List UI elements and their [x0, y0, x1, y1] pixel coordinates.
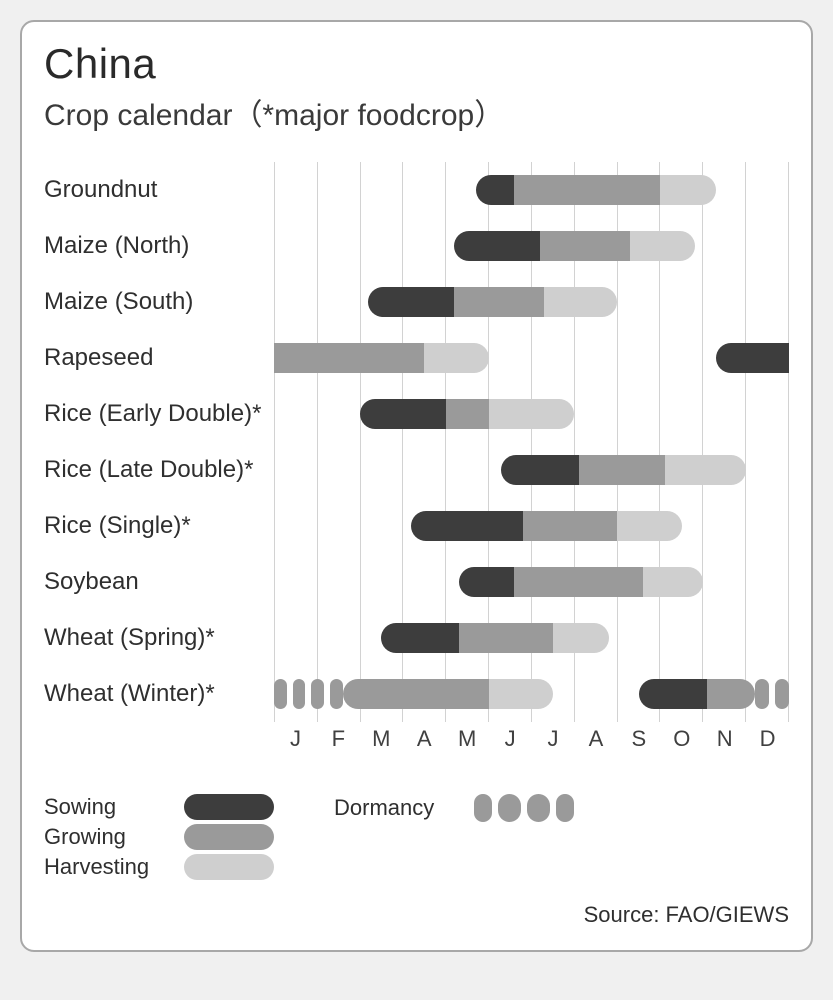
growing-segment: [514, 567, 643, 597]
growing-segment: [454, 287, 544, 317]
sowing-segment: [360, 399, 446, 429]
sowing-segment: [368, 287, 454, 317]
crop-row: Rapeseed: [44, 330, 789, 386]
swatch-sowing: [184, 794, 274, 820]
chart-area: Groundnut Maize (North) Maize (South) Rapes…: [44, 162, 789, 752]
month-label: D: [746, 726, 789, 752]
harvesting-segment: [489, 679, 553, 709]
card-subtitle: Crop calendar（*major foodcrop）: [44, 90, 789, 134]
crop-label: Rice (Late Double)*: [44, 456, 274, 484]
month-label: J: [532, 726, 575, 752]
sowing-segment: [716, 343, 789, 373]
legend-label-harvesting: Harvesting: [44, 854, 164, 880]
crop-row: Rice (Late Double)*: [44, 442, 789, 498]
growing-segment: [274, 343, 424, 373]
month-label: A: [403, 726, 446, 752]
grid-wrap: Groundnut Maize (North) Maize (South) Rapes…: [44, 162, 789, 752]
harvesting-segment: [553, 623, 609, 653]
legend-label-sowing: Sowing: [44, 794, 164, 820]
sowing-segment: [411, 511, 523, 541]
legend-item-sowing: Sowing: [44, 794, 274, 820]
month-label: S: [617, 726, 660, 752]
month-axis: JFMAMJJASOND: [274, 726, 789, 752]
crop-row: Groundnut: [44, 162, 789, 218]
swatch-harvesting: [184, 854, 274, 880]
crop-label: Rapeseed: [44, 344, 274, 372]
legend-dormancy-col: Dormancy: [334, 790, 574, 826]
crop-track: [274, 567, 789, 597]
legend-item-harvesting: Harvesting: [44, 854, 274, 880]
growing-segment: [540, 231, 630, 261]
sowing-segment: [639, 679, 708, 709]
swatch-dormancy: [474, 794, 574, 822]
legend-phases: Sowing Growing Harvesting: [44, 790, 274, 884]
crop-label: Wheat (Spring)*: [44, 624, 274, 652]
sowing-segment: [476, 175, 515, 205]
harvesting-segment: [617, 511, 681, 541]
crop-track: [274, 399, 789, 429]
month-label: J: [274, 726, 317, 752]
swatch-growing: [184, 824, 274, 850]
harvesting-segment: [424, 343, 488, 373]
crop-track: [274, 231, 789, 261]
legend-item-growing: Growing: [44, 824, 274, 850]
month-label: M: [360, 726, 403, 752]
crop-row: Rice (Early Double)*: [44, 386, 789, 442]
crop-row: Wheat (Spring)*: [44, 610, 789, 666]
crop-label: Maize (North): [44, 232, 274, 260]
harvesting-segment: [630, 231, 694, 261]
crop-track: [274, 455, 789, 485]
crop-calendar-card: China Crop calendar（*major foodcrop） Gro…: [20, 20, 813, 952]
crop-track: [274, 511, 789, 541]
crop-label: Soybean: [44, 568, 274, 596]
legend-label-dormancy: Dormancy: [334, 795, 454, 821]
crop-label: Maize (South): [44, 288, 274, 316]
harvesting-segment: [643, 567, 703, 597]
harvesting-segment: [665, 455, 747, 485]
rows-container: Groundnut Maize (North) Maize (South) Rapes…: [44, 162, 789, 722]
crop-track: [274, 287, 789, 317]
source-text: Source: FAO/GIEWS: [44, 902, 789, 928]
crop-label: Wheat (Winter)*: [44, 680, 274, 708]
growing-segment: [459, 623, 553, 653]
sowing-segment: [459, 567, 515, 597]
crop-row: Maize (South): [44, 274, 789, 330]
crop-label: Rice (Single)*: [44, 512, 274, 540]
growing-segment: [446, 399, 489, 429]
dormancy-segment: [755, 679, 789, 709]
sowing-segment: [501, 455, 578, 485]
growing-segment: [343, 679, 489, 709]
legend: Sowing Growing Harvesting Dormancy: [44, 790, 789, 884]
growing-segment: [514, 175, 660, 205]
crop-row: Maize (North): [44, 218, 789, 274]
month-label: N: [703, 726, 746, 752]
crop-label: Groundnut: [44, 176, 274, 204]
crop-track: [274, 343, 789, 373]
month-label: M: [446, 726, 489, 752]
harvesting-segment: [489, 399, 575, 429]
legend-item-dormancy: Dormancy: [334, 794, 574, 822]
growing-segment: [579, 455, 665, 485]
crop-track: [274, 623, 789, 653]
crop-row: Rice (Single)*: [44, 498, 789, 554]
month-label: F: [317, 726, 360, 752]
crop-label: Rice (Early Double)*: [44, 400, 274, 428]
sowing-segment: [381, 623, 458, 653]
legend-label-growing: Growing: [44, 824, 164, 850]
sowing-segment: [454, 231, 540, 261]
crop-row: Soybean: [44, 554, 789, 610]
card-title: China: [44, 40, 789, 88]
crop-track: [274, 175, 789, 205]
month-label: A: [574, 726, 617, 752]
growing-segment: [523, 511, 617, 541]
month-label: J: [489, 726, 532, 752]
growing-segment: [707, 679, 754, 709]
harvesting-segment: [660, 175, 716, 205]
crop-track: [274, 679, 789, 709]
crop-row: Wheat (Winter)*: [44, 666, 789, 722]
harvesting-segment: [544, 287, 617, 317]
dormancy-segment: [274, 679, 343, 709]
month-label: O: [660, 726, 703, 752]
